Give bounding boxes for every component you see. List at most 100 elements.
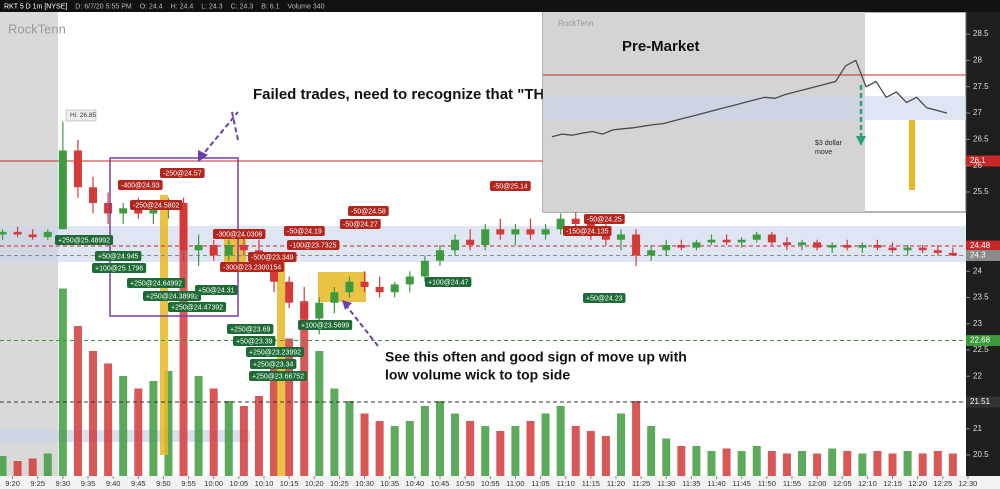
arrow-head	[856, 136, 866, 146]
volume-bar	[179, 238, 188, 476]
candle-body	[375, 287, 384, 293]
candle-body	[330, 292, 339, 303]
trade-label: -50@25.14	[493, 183, 528, 190]
volume-bar	[948, 453, 957, 476]
inset-highlight	[909, 120, 915, 190]
x-tick-label: 9:45	[131, 479, 146, 488]
volume-bar	[541, 413, 550, 476]
trade-label: +250@24.38992	[146, 293, 198, 300]
header-text: RKT 5 D 1m [NYSE]	[4, 3, 67, 10]
x-tick-label: 11:55	[783, 479, 801, 488]
trade-label: +50@24.945	[98, 253, 138, 260]
candle-body	[828, 245, 837, 248]
candle-body	[858, 245, 867, 248]
x-tick-label: 11:35	[682, 479, 700, 488]
trade-flag	[220, 262, 285, 272]
x-tick-label: 10:45	[431, 479, 450, 488]
volume-bar	[104, 363, 113, 476]
trade-label: +50@23.39	[236, 338, 273, 345]
trade-flag	[298, 320, 353, 330]
x-tick-label: 10:10	[255, 479, 274, 488]
trade-label: +100@23.5699	[301, 322, 349, 329]
trade-flag	[130, 200, 183, 210]
candle-body	[662, 245, 671, 251]
header-text: O: 24.4	[140, 3, 163, 10]
candle-body	[149, 208, 158, 214]
candle-body	[767, 234, 776, 243]
candle-body	[435, 250, 444, 261]
trade-flag	[563, 226, 612, 236]
volume-bar	[466, 421, 475, 476]
volume-bar	[752, 446, 761, 476]
trade-flag	[250, 359, 297, 369]
candle-body	[209, 245, 218, 256]
candle-body	[571, 218, 580, 224]
inset-annotation: $3 dollar	[815, 140, 843, 147]
level-flag	[966, 396, 1000, 408]
header-bar	[0, 0, 1000, 12]
volume-bar	[798, 451, 807, 476]
x-tick-label: 9:30	[56, 479, 71, 488]
volume-bar	[58, 288, 67, 476]
trade-flag	[584, 214, 625, 224]
volume-bar	[164, 371, 173, 476]
candle-body	[888, 247, 897, 251]
level-flag	[966, 335, 1000, 347]
trade-label: -50@24.19	[287, 228, 322, 235]
y-tick-label: 23	[973, 319, 982, 328]
volume-bar	[285, 338, 294, 476]
trade-flag	[284, 226, 325, 236]
level-label: 24.3	[970, 251, 986, 260]
x-tick-label: 12:00	[808, 479, 827, 488]
volume-bar	[722, 448, 731, 476]
x-tick-label: 9:40	[106, 479, 121, 488]
candle-body	[616, 234, 625, 240]
highlight-bar	[160, 195, 168, 455]
candle-body	[737, 239, 746, 243]
volume-bar	[481, 426, 490, 476]
arrow-head	[198, 150, 208, 162]
inset-chart: RockTenn Pre-Market $3 dollar move	[542, 11, 967, 213]
level-label: 26.1	[970, 156, 986, 165]
volume-bar	[345, 401, 354, 476]
volume-bar	[375, 421, 384, 476]
candle-body	[345, 281, 354, 293]
candle-body	[798, 242, 807, 245]
volume-bar	[330, 388, 339, 476]
candle-body	[813, 242, 822, 248]
volume-bar	[737, 451, 746, 476]
level-label: 22.68	[970, 336, 991, 345]
candle-body	[300, 302, 309, 319]
trade-flag	[227, 324, 274, 334]
volume-bar	[843, 451, 852, 476]
volume-bar	[420, 406, 429, 476]
x-tick-label: 10:50	[456, 479, 475, 488]
header-text: B: 6.1	[261, 3, 279, 10]
trade-flag	[213, 229, 266, 239]
inset-y-tick-label: 28.5	[973, 29, 989, 38]
volume-bar	[601, 436, 610, 476]
arrow-head	[342, 300, 352, 310]
volume-bar	[586, 431, 595, 476]
trade-flag	[425, 277, 472, 287]
annotation: low volume wick to top side	[385, 367, 570, 383]
volume-bar	[632, 401, 641, 476]
volume-bar	[149, 381, 158, 476]
candle-body	[73, 150, 82, 188]
candle-body	[782, 242, 791, 245]
trade-flag	[249, 371, 308, 381]
trade-flag	[143, 291, 202, 301]
trade-label: -50@24.27	[343, 221, 378, 228]
volume-bar	[209, 388, 218, 476]
header-text: Volume 340	[288, 3, 325, 10]
header-text: L: 24.3	[201, 3, 223, 10]
x-tick-label: 11:50	[758, 479, 776, 488]
volume-bar	[73, 326, 82, 476]
candle-body	[405, 276, 414, 285]
candle-body	[360, 281, 369, 287]
inset-y-tick-label: 28	[973, 56, 982, 65]
header: RKT 5 D 1m [NYSE] D: 6/7/20 5:55 PM O: 24.…	[4, 3, 325, 10]
inset-y-tick-label: 27	[973, 108, 982, 117]
candle-body	[948, 252, 957, 256]
candle-body	[58, 150, 67, 230]
